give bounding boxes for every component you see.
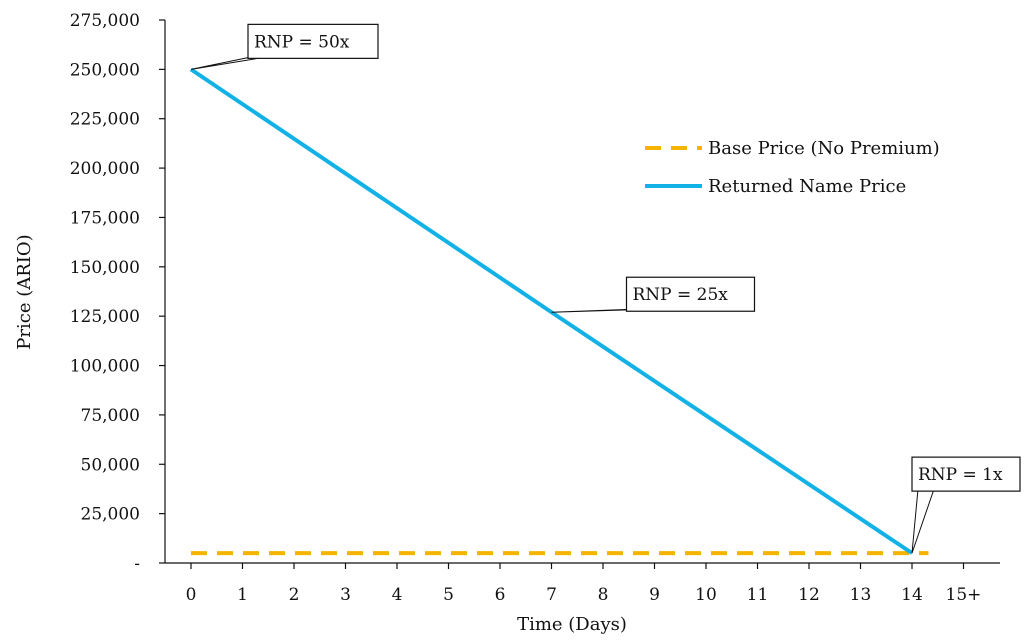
y-axis-ticks: - 25,000 50,000 75,000 100,000 125,000 150,000… [70, 11, 165, 574]
y-tick-label: 125,000 [70, 307, 140, 327]
callouts: RNP = 50x RNP = 25x RNP = 1x [190, 23, 1021, 554]
x-tick-label: 5 [443, 585, 454, 605]
legend: Base Price (No Premium) Returned Name Pr… [645, 138, 940, 197]
x-tick-label: 2 [289, 585, 300, 605]
x-tick-label: 0 [186, 585, 197, 605]
x-tick-label: 8 [598, 585, 609, 605]
x-tick-label: 7 [546, 585, 557, 605]
y-tick-label: 25,000 [81, 505, 140, 525]
callout-label: RNP = 1x [918, 465, 1003, 485]
legend-label-returned-name-price: Returned Name Price [708, 176, 906, 197]
x-tick-label: 13 [850, 585, 872, 605]
x-tick-label: 14 [901, 585, 923, 605]
y-tick-label: - [134, 554, 140, 574]
y-tick-label: 150,000 [70, 258, 140, 278]
x-tick-label: 9 [649, 585, 660, 605]
x-tick-label: 10 [695, 585, 717, 605]
y-tick-label: 200,000 [70, 159, 140, 179]
plot-area: - 25,000 50,000 75,000 100,000 125,000 150,000… [70, 11, 1021, 605]
y-tick-label: 50,000 [81, 455, 140, 475]
x-axis-ticks: 0 1 2 3 4 5 6 7 8 9 10 11 12 13 14 15+ [186, 563, 982, 605]
callout-box [625, 276, 756, 312]
callout-label: RNP = 25x [633, 285, 729, 305]
x-tick-label: 6 [495, 585, 506, 605]
callout-box [911, 456, 1021, 492]
y-tick-label: 250,000 [70, 60, 140, 80]
x-axis-title: Time (Days) [517, 614, 627, 635]
x-tick-label: 15+ [946, 585, 982, 605]
x-tick-label: 4 [392, 585, 403, 605]
x-tick-label: 1 [237, 585, 248, 605]
y-axis-title: Price (ARIO) [14, 234, 35, 349]
y-tick-label: 100,000 [70, 357, 140, 377]
x-tick-label: 11 [747, 585, 769, 605]
callout-box [247, 23, 379, 59]
y-tick-label: 275,000 [70, 11, 140, 31]
callout-pointer [911, 488, 935, 554]
callout-label: RNP = 50x [254, 32, 350, 52]
x-tick-label: 3 [340, 585, 351, 605]
x-tick-label: 12 [798, 585, 820, 605]
y-tick-label: 225,000 [70, 110, 140, 130]
y-tick-label: 75,000 [81, 406, 140, 426]
legend-label-base-price: Base Price (No Premium) [708, 138, 940, 159]
y-tick-label: 175,000 [70, 208, 140, 228]
